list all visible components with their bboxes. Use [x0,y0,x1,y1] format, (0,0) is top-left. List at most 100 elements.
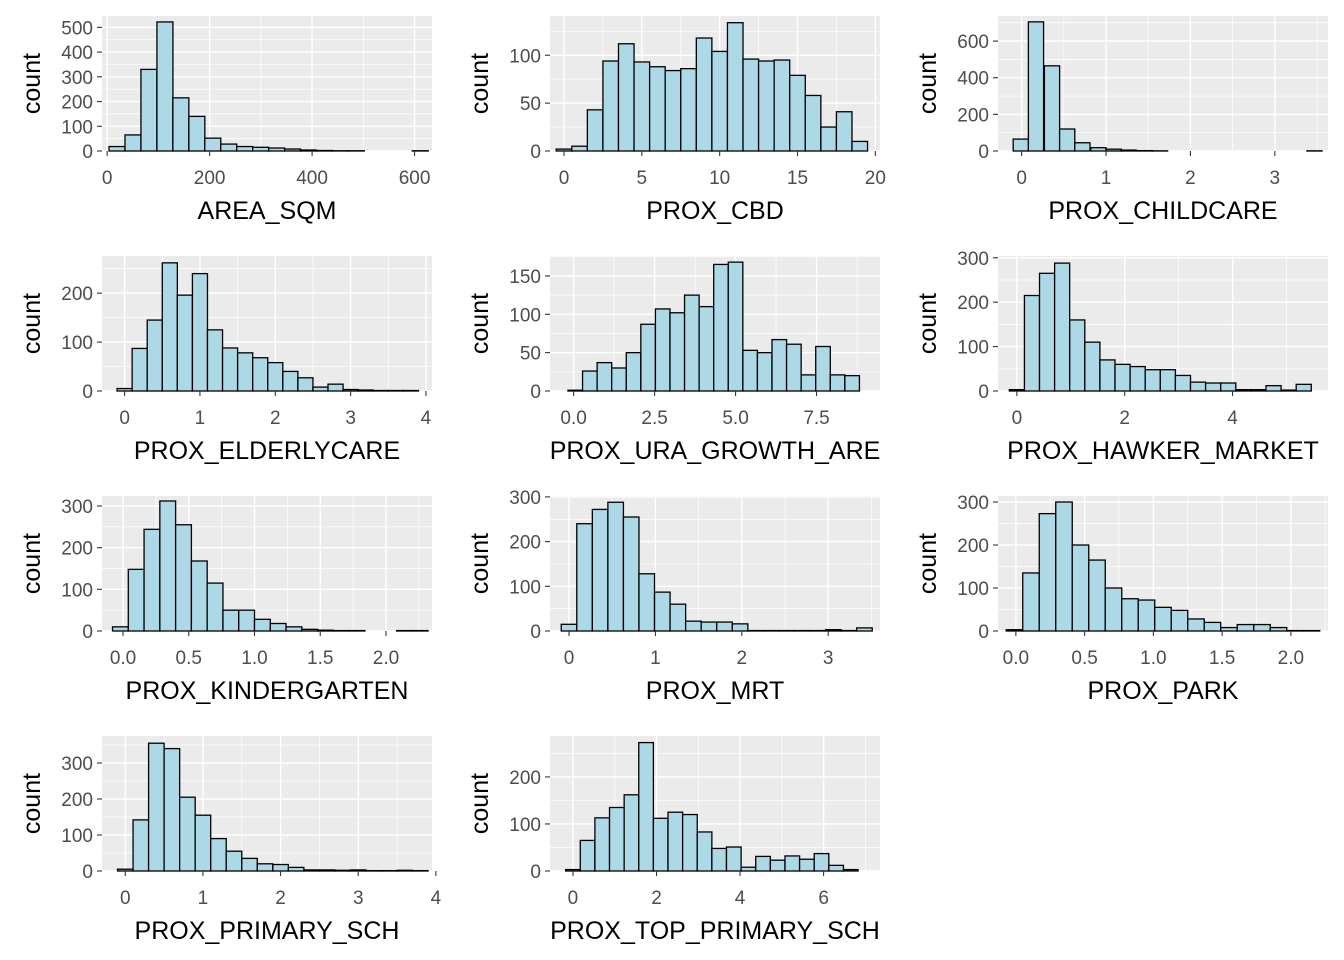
y-tick-label: 300 [957,493,989,514]
histogram-bar [856,627,873,632]
x-tick-label: 4 [735,888,746,909]
y-tick-label: 100 [61,826,93,847]
histogram-bar [159,500,177,632]
y-tick-label: 400 [957,69,989,90]
histogram-bar [132,819,150,872]
histogram-bar [725,846,742,872]
histogram-bar [267,361,284,392]
histogram-bar [1088,559,1106,632]
histogram-bar [174,524,193,632]
histogram-bar [1159,369,1177,392]
histogram-bar [625,351,642,392]
x-tick-label: 2 [736,648,747,669]
histogram-bar [1074,142,1091,152]
histogram-bar [1174,374,1192,392]
histogram-bar [253,618,271,632]
histogram-bar [1265,385,1282,392]
histogram-bar [299,149,318,152]
histogram-bar [828,864,845,872]
histogram-bar [1129,365,1146,392]
histogram-bar [1170,609,1189,632]
histogram-bar [755,855,771,872]
histogram-bar [1099,359,1116,392]
histogram-bar [1295,383,1312,392]
x-tick-label: 2 [651,888,662,909]
histogram-bar [190,560,208,632]
histogram-bar [1027,21,1045,152]
histogram-bar [594,817,611,872]
histogram-bar [178,796,196,872]
histogram-bar [638,573,656,632]
y-tick-label: 0 [530,142,541,163]
histogram-bar [287,866,305,872]
histogram-bar [654,308,671,392]
histogram-bar [653,591,671,632]
histogram-bar [607,501,625,632]
x-axis-title: PROX_PARK [1088,677,1239,705]
histogram-bar [1269,626,1288,632]
y-tick-label: 50 [520,344,541,365]
histogram-bar [731,623,749,632]
histogram-bar [1053,262,1071,392]
y-tick-label: 200 [61,790,93,811]
histogram-bar [269,622,287,632]
histogram-bar [669,603,687,632]
histogram-bar [815,345,831,392]
x-tick-label: 2 [270,408,281,429]
histogram-bar [740,866,757,872]
histogram-bar [1154,606,1172,632]
histogram-bar [301,628,319,632]
x-tick-label: 1 [1101,168,1112,189]
histogram-prox-elderlycare: 0 1 2 3 4 0 100 200 PROX_ELDERLYCARE count [18,256,432,465]
histogram-bar [210,837,227,872]
histogram-bar [108,145,126,152]
histogram-bar [272,863,290,872]
histogram-bar [711,50,729,152]
y-tick-label: 300 [61,754,93,775]
x-tick-label: 1 [198,888,209,909]
histogram-bar [700,621,718,632]
histogram-prox-primary-sch: 0 1 2 3 4 0 100 200 300 PROX_PRIMARY_SCH count [18,736,442,945]
histogram-bar [172,97,190,152]
x-axis-title: PROX_ELDERLYCARE [134,437,400,465]
histogram-bar [161,262,178,392]
histogram-bar [1236,623,1255,632]
histogram-bar [726,22,744,152]
histogram-bar [713,263,729,392]
x-tick-label: 0 [120,888,131,909]
histogram-bar [571,145,589,152]
x-tick-label: 6 [818,888,829,909]
histogram-bar [1120,149,1138,152]
y-tick-label: 600 [957,32,989,53]
y-axis-title: count [18,293,46,354]
histogram-bar [1012,138,1030,152]
y-axis-title: count [466,533,494,594]
y-tick-label: 200 [61,284,93,305]
y-axis-title: count [466,53,494,114]
histogram-bar [567,389,584,392]
y-axis-title: count [914,533,942,594]
x-tick-label: 0.0 [560,408,586,429]
x-tick-label: 0 [1016,168,1027,189]
y-tick-label: 200 [957,293,989,314]
x-tick-label: 600 [399,168,431,189]
histogram-bar [579,839,596,872]
histogram-bar [555,148,573,152]
histogram-bar [785,343,802,392]
y-tick-label: 0 [82,142,93,163]
histogram-bar [695,37,713,152]
y-tick-label: 0 [978,382,989,403]
histogram-prox-childcare: 0 1 2 3 0 200 400 600 PROX_CHILDCARE count [914,16,1328,225]
x-tick-label: 4 [431,888,442,909]
histogram-bar [742,349,759,392]
histogram-bar [586,109,604,152]
histogram-bar [176,294,194,392]
histogram-bar [1043,65,1061,152]
histogram-bar [727,261,744,392]
histogram-bar [327,383,344,392]
histogram-bar [716,621,733,632]
histogram-bar [591,508,609,632]
x-axis-title: PROX_CHILDCARE [1048,197,1277,225]
histogram-bar [1220,382,1237,392]
histogram-bar [222,609,240,632]
